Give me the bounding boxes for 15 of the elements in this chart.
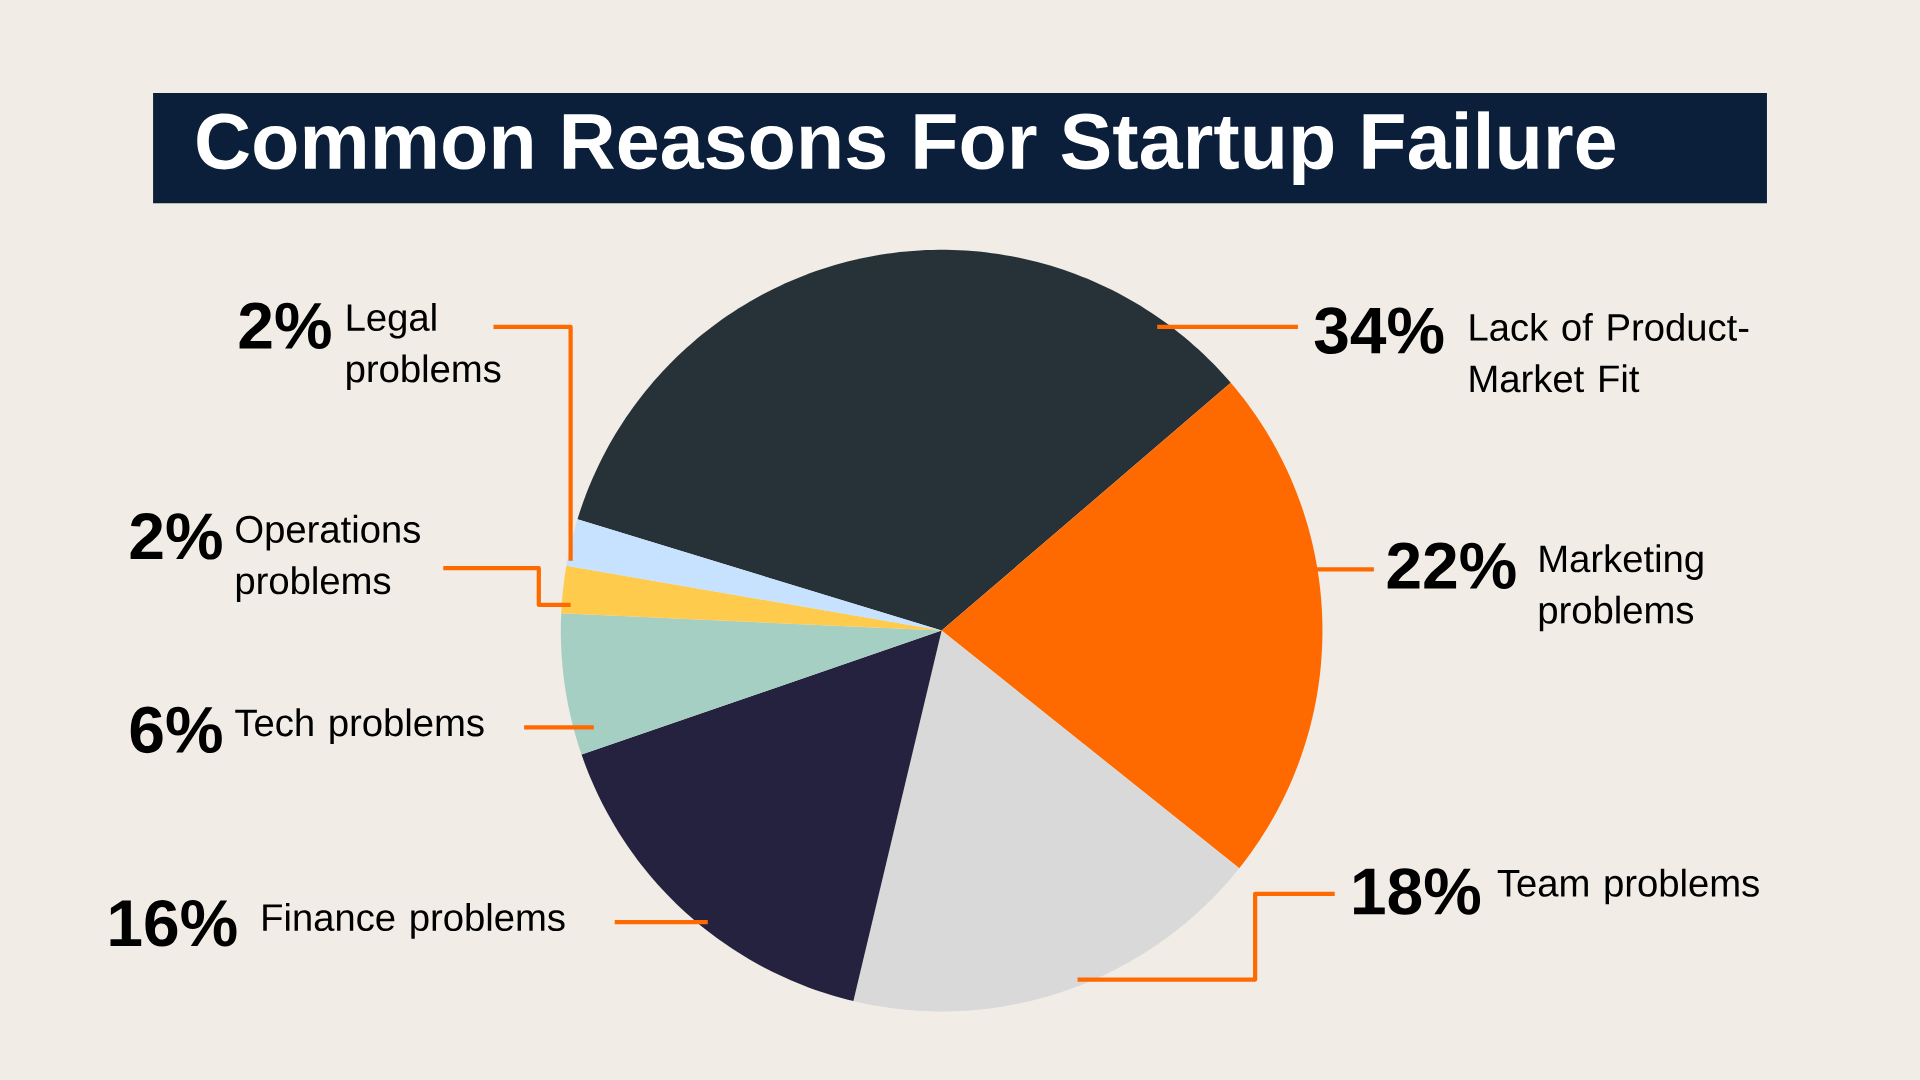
slice-label: Lack of Product-Market Fit xyxy=(1470,312,1749,393)
slice-label: Operations problems xyxy=(236,514,420,602)
chart-title: Common Reasons For Startup Failure xyxy=(197,111,1615,186)
data-label: 2% xyxy=(239,302,331,349)
data-label: 6% xyxy=(130,706,222,754)
slice-label: Marketing problems xyxy=(1539,544,1703,632)
data-label: 16% xyxy=(110,899,237,947)
slice-label: Finance problems xyxy=(263,903,565,939)
data-label: 22% xyxy=(1387,542,1516,589)
data-label: 18% xyxy=(1354,868,1481,915)
data-label: 2% xyxy=(130,513,222,560)
slice-label: Tech problems xyxy=(235,708,484,744)
slice-label: Team problems xyxy=(1497,868,1759,905)
slice-label: Legal problems xyxy=(347,302,501,391)
data-label: 34% xyxy=(1314,307,1444,354)
